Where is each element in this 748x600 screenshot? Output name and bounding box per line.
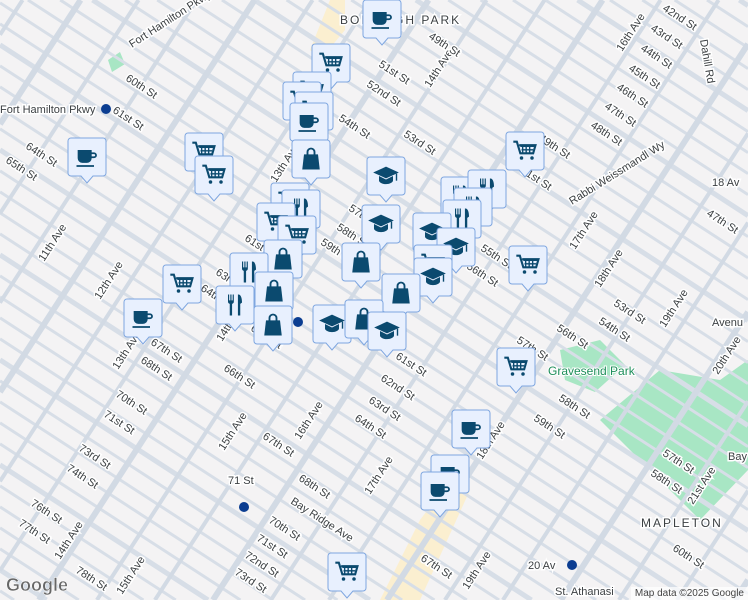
avenue	[327, 0, 721, 600]
street	[0, 357, 372, 600]
station-labels[interactable]: Fort Hamilton Pkwy 71 St 20 Av	[0, 103, 577, 574]
avenue	[0, 0, 25, 36]
map-attribution[interactable]: Map data ©2025 Google	[630, 587, 748, 600]
poi-marker-shopping-cart[interactable]	[505, 131, 545, 178]
poi-marker-coffee-cup[interactable]	[362, 0, 402, 46]
poi-marker-graduation-cap[interactable]	[366, 156, 406, 203]
street	[0, 211, 597, 600]
poi-marker-shopping-cart[interactable]	[508, 245, 548, 292]
street	[0, 547, 80, 600]
subway-icon	[293, 317, 303, 327]
partial-label: St. Athanasi	[555, 586, 614, 598]
small-park	[108, 52, 125, 72]
poi-marker-shopping-cart[interactable]	[327, 552, 367, 599]
subway-icon	[239, 502, 249, 512]
partial-label: Bay	[728, 451, 747, 463]
station-20-av: 20 Av	[528, 560, 556, 572]
poi-marker-shopping-bag[interactable]	[291, 139, 331, 186]
poi-marker-coffee-cup[interactable]	[67, 137, 107, 184]
svg-text:18 Av: 18 Av	[712, 177, 740, 189]
station-fort-hamilton-pkwy: Fort Hamilton Pkwy	[0, 104, 96, 116]
avenue	[0, 0, 141, 215]
subway-icon	[101, 104, 111, 114]
street	[0, 232, 565, 600]
street	[350, 0, 748, 259]
street	[0, 400, 306, 600]
street	[737, 0, 748, 8]
poi-marker-graduation-cap[interactable]	[367, 311, 407, 358]
poi-marker-shopping-cart[interactable]	[194, 155, 234, 202]
avenue	[558, 310, 748, 600]
street	[512, 0, 748, 154]
street	[124, 0, 748, 406]
poi-marker-graduation-cap[interactable]	[413, 257, 453, 304]
street	[0, 589, 15, 600]
poi-marker-shopping-cart[interactable]	[162, 264, 202, 311]
park-label: Gravesend Park	[548, 364, 636, 378]
avenue	[0, 0, 258, 394]
avenue	[0, 0, 84, 126]
street	[0, 190, 630, 600]
street	[0, 421, 274, 600]
street	[0, 295, 468, 600]
street	[414, 0, 748, 218]
poi-marker-shopping-bag[interactable]	[341, 242, 381, 289]
poi-marker-graduation-cap[interactable]	[361, 204, 401, 251]
street	[0, 462, 210, 600]
poi-marker-coffee-cup[interactable]	[123, 298, 163, 345]
poi-marker-fork-knife[interactable]	[215, 285, 255, 332]
poi-marker-coffee-cup[interactable]	[420, 471, 460, 518]
avenue	[501, 221, 748, 600]
avenue	[675, 489, 748, 600]
station-71-st: 71 St	[228, 475, 254, 487]
poi-marker-shopping-bag[interactable]	[253, 305, 293, 352]
poi-marker-shopping-cart[interactable]	[496, 347, 536, 394]
street	[544, 0, 748, 133]
avenue	[0, 0, 315, 483]
street	[0, 442, 242, 600]
street	[0, 274, 500, 600]
street	[0, 42, 748, 533]
street	[673, 0, 748, 49]
street	[382, 0, 748, 238]
street	[0, 484, 177, 600]
google-logo: Google	[6, 575, 69, 596]
avenue	[617, 400, 748, 600]
street	[59, 0, 748, 448]
subway-icon	[567, 560, 577, 570]
street	[0, 147, 695, 600]
poi-markers[interactable]	[67, 0, 548, 599]
partial-label: Avenu	[712, 317, 743, 329]
avenue	[269, 0, 663, 600]
poi-marker-coffee-cup[interactable]	[451, 409, 491, 456]
neighborhood-mapleton: MAPLETON	[641, 516, 723, 530]
avenue	[443, 132, 748, 600]
